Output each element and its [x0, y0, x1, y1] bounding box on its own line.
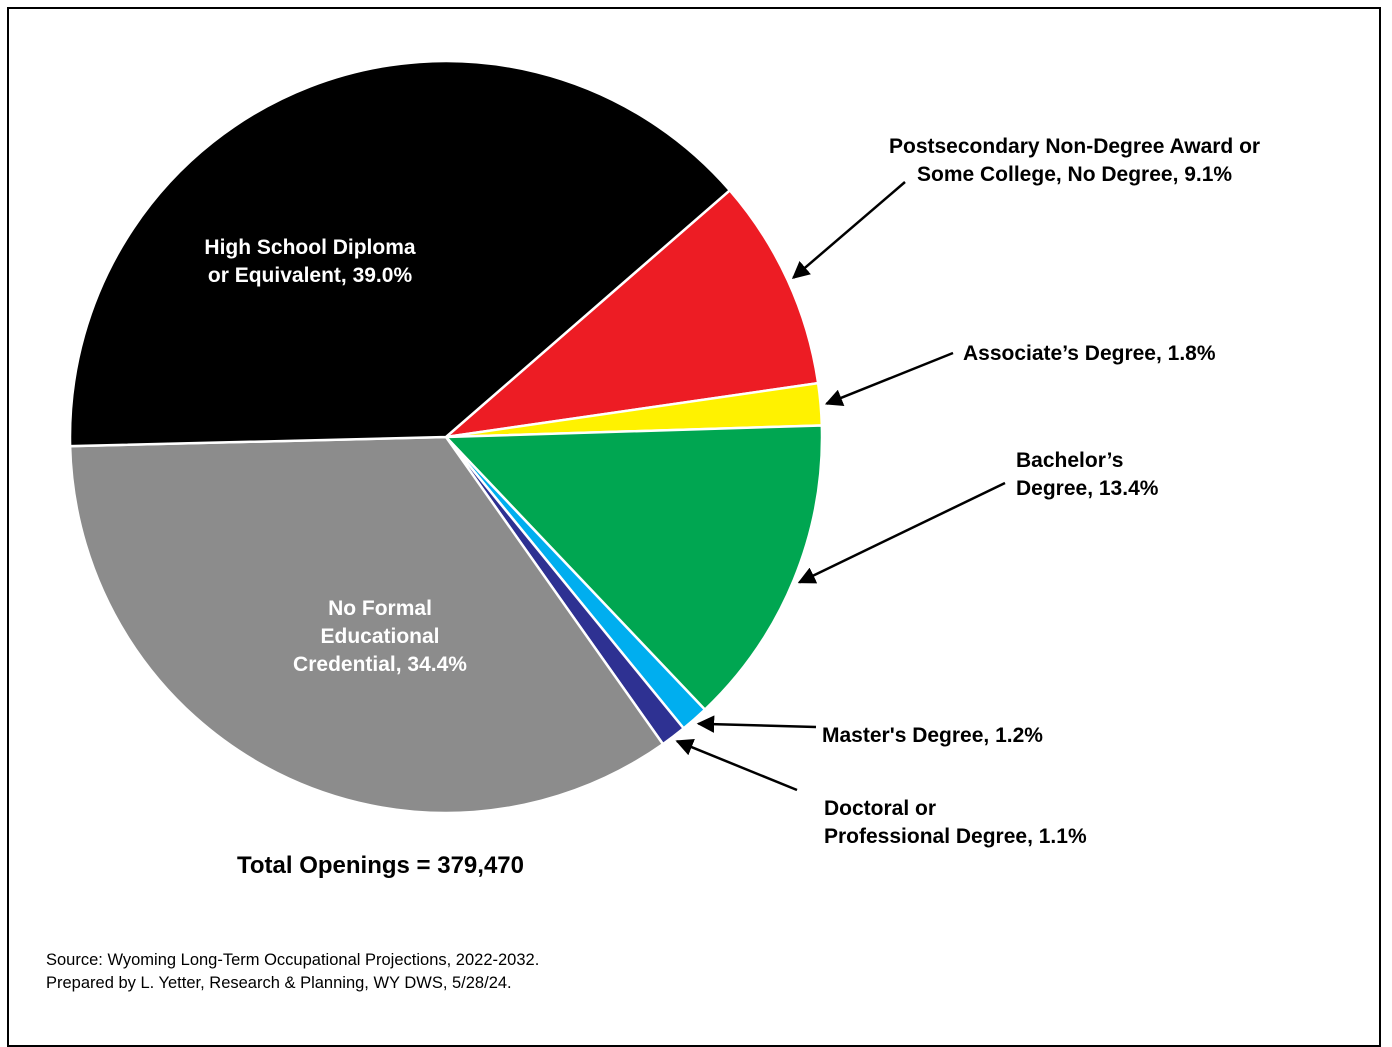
label-high-school: High School Diploma or Equivalent, 39.0% — [204, 236, 416, 287]
label-masters: Master's Degree, 1.2% — [822, 724, 1043, 747]
label-no-formal: No Formal Educational Credential, 34.4% — [293, 597, 467, 676]
pie-slice — [441, 188, 820, 439]
total-openings: Total Openings = 379,470 — [237, 852, 524, 879]
leader-arrow — [791, 181, 906, 279]
pie-slice — [443, 424, 824, 712]
leader-arrow — [797, 481, 1006, 584]
pie-slice — [68, 435, 665, 815]
leader-arrow — [696, 715, 817, 733]
label-bachelors: Bachelor’s Degree, 13.4% — [1016, 449, 1159, 500]
source-line-1: Source: Wyoming Long-Term Occupational P… — [46, 951, 540, 969]
label-postsecondary: Postsecondary Non-Degree Award or Some C… — [889, 135, 1261, 186]
source-line-2: Prepared by L. Yetter, Research & Planni… — [46, 974, 512, 992]
label-doctoral: Doctoral or Professional Degree, 1.1% — [824, 797, 1087, 848]
leader-arrow — [675, 739, 798, 792]
pie-slice — [68, 59, 732, 448]
label-associates: Associate’s Degree, 1.8% — [963, 342, 1216, 365]
leader-arrow — [824, 351, 954, 406]
source-note: Source: Wyoming Long-Term Occupational P… — [46, 949, 539, 995]
